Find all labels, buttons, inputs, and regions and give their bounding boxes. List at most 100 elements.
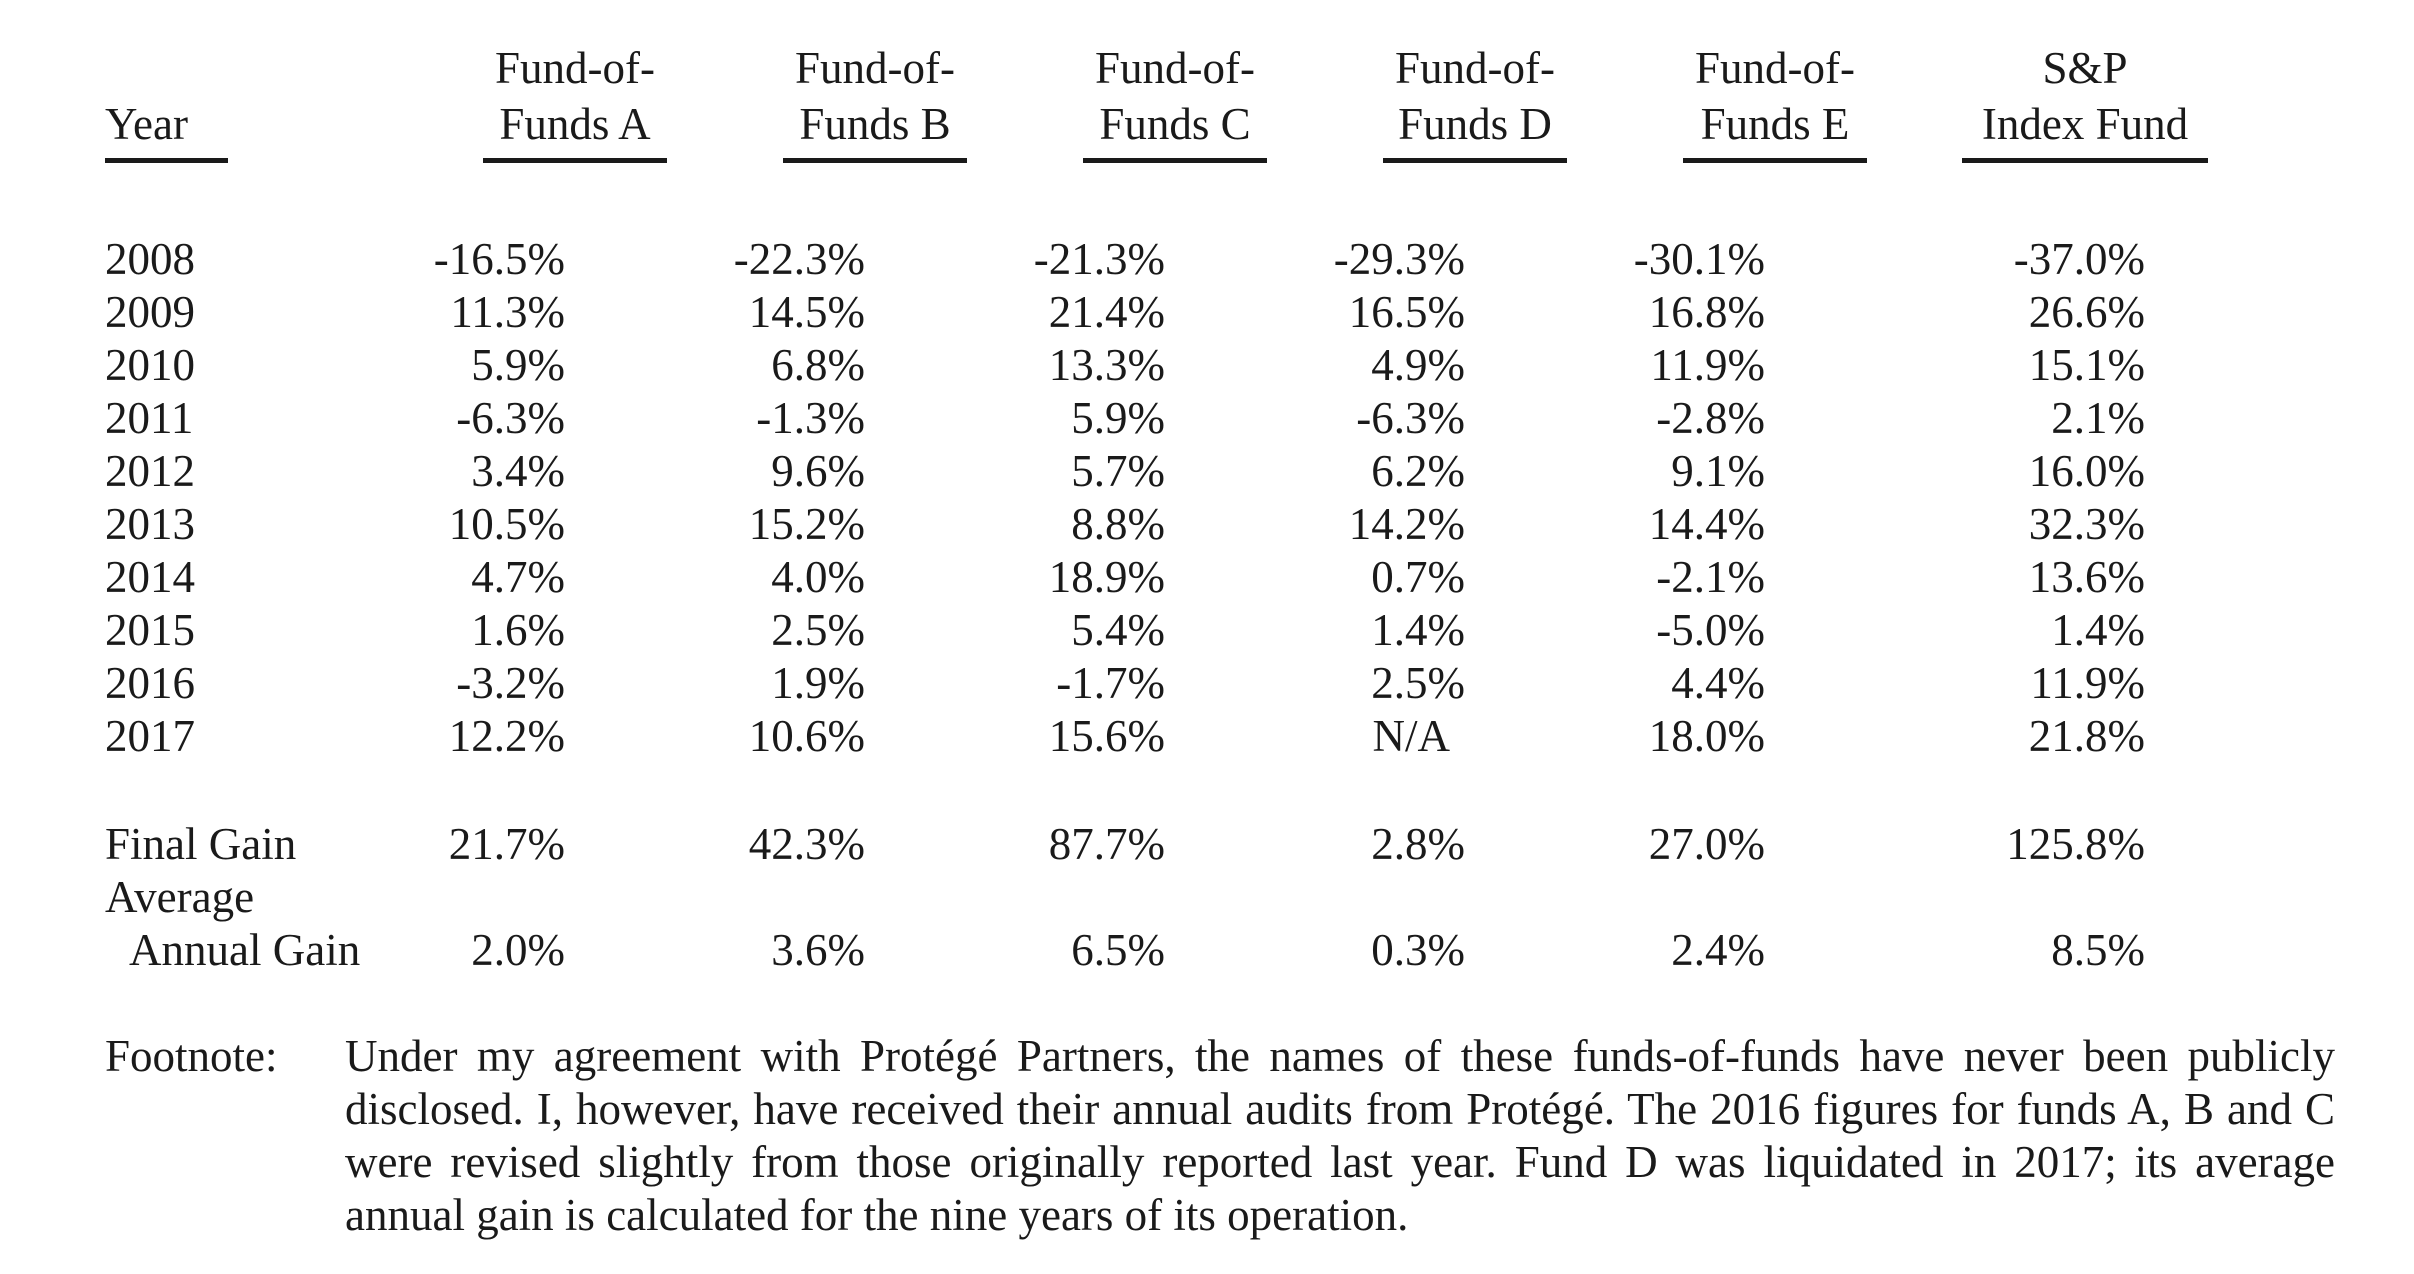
sp-cell: 1.4%: [2051, 605, 2145, 655]
fund-c-cell: -1.7%: [1056, 658, 1165, 708]
fund-c-cell: 8.8%: [1071, 499, 1165, 549]
header-fund-c-line2: Funds C: [1099, 99, 1251, 149]
fund-e-cell: -2.8%: [1656, 393, 1765, 443]
average-label: Average: [105, 872, 255, 922]
fund-a-cell: 2.0%: [471, 925, 565, 975]
header-fund-b-line1: Fund-of-: [795, 43, 955, 93]
fund-e-cell: 11.9%: [1650, 340, 1765, 390]
header-fund-e-line1: Fund-of-: [1695, 43, 1855, 93]
header-fund-a: Fund-of- Funds A: [425, 40, 725, 163]
fund-e-cell: -30.1%: [1633, 234, 1765, 284]
fund-b-cell: 4.0%: [771, 552, 865, 602]
sp-cell: 16.0%: [2028, 446, 2145, 496]
sp-cell: 13.6%: [2028, 552, 2145, 602]
fund-d-cell: 2.5%: [1371, 658, 1465, 708]
fund-c-cell: 13.3%: [1048, 340, 1165, 390]
average-annual-gain-row: Annual Gain 2.0% 3.6% 6.5% 0.3% 2.4% 8.5…: [105, 924, 2245, 977]
header-fund-d-line1: Fund-of-: [1395, 43, 1555, 93]
fund-e-cell: -2.1%: [1656, 552, 1765, 602]
sp-cell: -37.0%: [2013, 234, 2145, 284]
fund-a-cell: 12.2%: [448, 711, 565, 761]
table-row: 2013 10.5% 15.2% 8.8% 14.2% 14.4% 32.3%: [105, 498, 2245, 551]
fund-b-cell: 42.3%: [748, 819, 865, 869]
header-fund-a-line1: Fund-of-: [495, 43, 655, 93]
fund-d-cell: 0.7%: [1371, 552, 1465, 602]
table-row: 2015 1.6% 2.5% 5.4% 1.4% -5.0% 1.4%: [105, 604, 2245, 657]
sp-cell: 125.8%: [2006, 819, 2145, 869]
year-cell: 2011: [105, 393, 194, 443]
header-year-label: Year: [105, 99, 188, 149]
fund-a-cell: 4.7%: [471, 552, 565, 602]
fund-c-cell: 18.9%: [1048, 552, 1165, 602]
fund-b-cell: 10.6%: [748, 711, 865, 761]
year-cell: 2016: [105, 658, 195, 708]
fund-c-cell: -21.3%: [1033, 234, 1165, 284]
sp-cell: 8.5%: [2051, 925, 2145, 975]
table-row: 2012 3.4% 9.6% 5.7% 6.2% 9.1% 16.0%: [105, 445, 2245, 498]
table-row: 2017 12.2% 10.6% 15.6% N/A 18.0% 21.8%: [105, 710, 2245, 763]
fund-b-cell: 6.8%: [771, 340, 865, 390]
table-row: 2009 11.3% 14.5% 21.4% 16.5% 16.8% 26.6%: [105, 286, 2245, 339]
year-cell: 2017: [105, 711, 195, 761]
header-fund-c-line1: Fund-of-: [1095, 43, 1255, 93]
header-fund-a-line2: Funds A: [499, 99, 651, 149]
fund-e-cell: -5.0%: [1656, 605, 1765, 655]
fund-d-cell: 1.4%: [1371, 605, 1465, 655]
fund-a-cell: 3.4%: [471, 446, 565, 496]
fund-c-cell: 15.6%: [1048, 711, 1165, 761]
fund-b-cell: -1.3%: [756, 393, 865, 443]
fund-d-cell: N/A: [1372, 711, 1451, 761]
fund-a-cell: -6.3%: [456, 393, 565, 443]
fund-b-cell: 9.6%: [771, 446, 865, 496]
fund-a-cell: -3.2%: [456, 658, 565, 708]
header-sp-line2: Index Fund: [1981, 99, 2189, 149]
fund-d-cell: 6.2%: [1371, 446, 1465, 496]
table-row: 2010 5.9% 6.8% 13.3% 4.9% 11.9% 15.1%: [105, 339, 2245, 392]
fund-c-cell: 5.9%: [1071, 393, 1165, 443]
header-fund-e: Fund-of- Funds E: [1625, 40, 1925, 163]
sp-cell: 2.1%: [2051, 393, 2145, 443]
year-cell: 2015: [105, 605, 195, 655]
fund-a-cell: 10.5%: [448, 499, 565, 549]
fund-d-cell: -6.3%: [1356, 393, 1465, 443]
fund-d-cell: 0.3%: [1371, 925, 1465, 975]
returns-table: Year Fund-of- Funds A Fund-of- Funds B Fun…: [105, 40, 2245, 977]
fund-d-cell: 16.5%: [1348, 287, 1465, 337]
year-cell: 2010: [105, 340, 195, 390]
fund-b-cell: 2.5%: [771, 605, 865, 655]
fund-a-cell: -16.5%: [433, 234, 565, 284]
fund-d-cell: -29.3%: [1333, 234, 1465, 284]
fund-e-cell: 4.4%: [1671, 658, 1765, 708]
annual-gain-label: Annual Gain: [129, 925, 361, 975]
fund-c-cell: 6.5%: [1071, 925, 1165, 975]
fund-e-cell: 16.8%: [1648, 287, 1765, 337]
header-row: Year Fund-of- Funds A Fund-of- Funds B Fun…: [105, 40, 2245, 163]
spacer-row: [105, 163, 2245, 233]
header-fund-b: Fund-of- Funds B: [725, 40, 1025, 163]
fund-e-cell: 27.0%: [1648, 819, 1765, 869]
header-year: Year: [105, 40, 425, 163]
fund-e-cell: 18.0%: [1648, 711, 1765, 761]
year-cell: 2013: [105, 499, 195, 549]
fund-a-cell: 21.7%: [448, 819, 565, 869]
fund-c-cell: 21.4%: [1048, 287, 1165, 337]
header-sp-index: S&P Index Fund: [1925, 40, 2245, 163]
table-row: 2008 -16.5% -22.3% -21.3% -29.3% -30.1% …: [105, 233, 2245, 286]
header-fund-b-line2: Funds B: [799, 99, 951, 149]
fund-b-cell: -22.3%: [733, 234, 865, 284]
fund-a-cell: 1.6%: [471, 605, 565, 655]
table-row: 2016 -3.2% 1.9% -1.7% 2.5% 4.4% 11.9%: [105, 657, 2245, 710]
sp-cell: 21.8%: [2028, 711, 2145, 761]
header-fund-c: Fund-of- Funds C: [1025, 40, 1325, 163]
fund-a-cell: 11.3%: [450, 287, 565, 337]
fund-b-cell: 1.9%: [771, 658, 865, 708]
footnote: Footnote: Under my agreement with Protég…: [105, 1030, 2335, 1242]
average-label-row: Average: [105, 871, 2245, 924]
table-row: 2011 -6.3% -1.3% 5.9% -6.3% -2.8% 2.1%: [105, 392, 2245, 445]
fund-c-cell: 87.7%: [1048, 819, 1165, 869]
spacer-row: [105, 763, 2245, 818]
year-cell: 2012: [105, 446, 195, 496]
fund-b-cell: 15.2%: [748, 499, 865, 549]
sp-cell: 26.6%: [2028, 287, 2145, 337]
